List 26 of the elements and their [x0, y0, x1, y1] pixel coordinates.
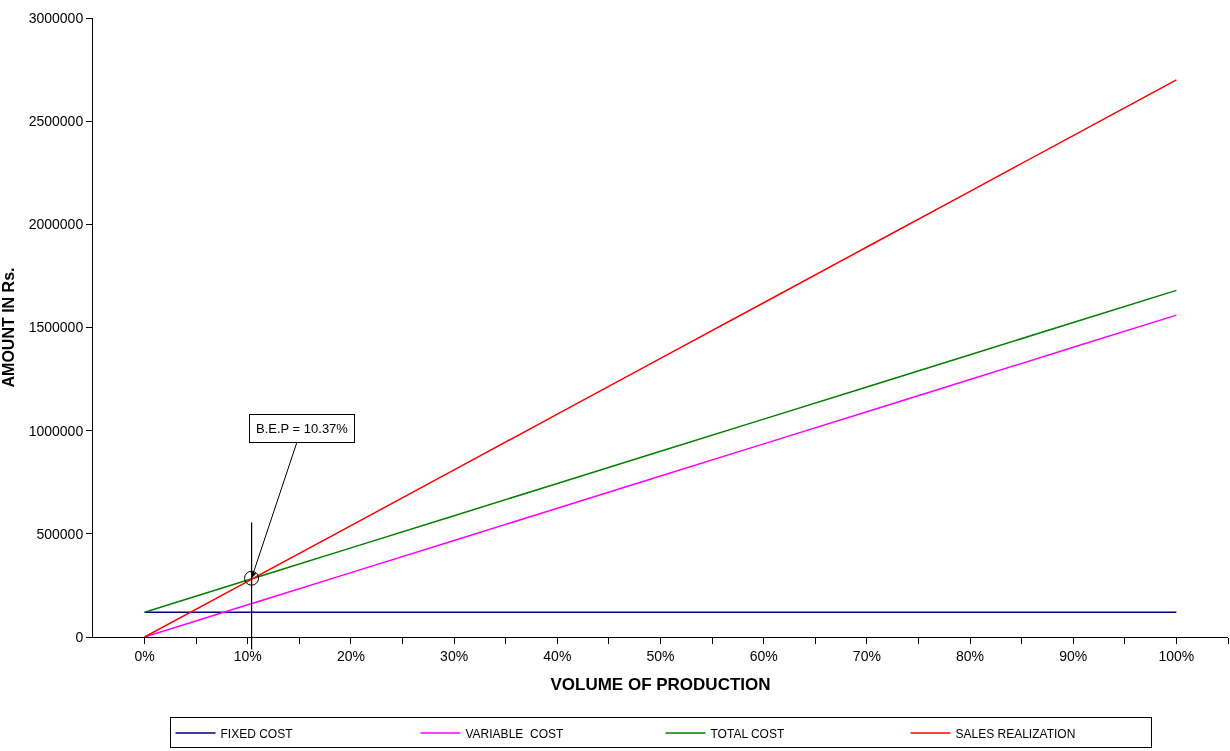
x-tick-label: 10% [233, 647, 262, 664]
annotation: B.E.P = 10.37% [256, 421, 349, 436]
y-tick-label: 2000000 [28, 216, 84, 233]
x-tick-label: 100% [1158, 647, 1195, 664]
x-axis-title: VOLUME OF PRODUCTION [550, 675, 771, 695]
y-tick-label: 1500000 [28, 319, 84, 336]
x-tick-label: 50% [646, 647, 675, 664]
x-tick-label: 20% [336, 647, 365, 664]
line-series [143, 79, 1178, 637]
x-tick-label: 60% [749, 647, 778, 664]
x-tick-label: 30% [440, 647, 469, 664]
legend-label: FIXED COST [220, 726, 294, 741]
legend-label: TOTAL COST [710, 726, 785, 741]
x-tick-label: 70% [852, 647, 881, 664]
x-tick-label: 0% [134, 647, 155, 664]
legend-label: SALES REALIZATION [955, 726, 1076, 741]
x-tick-label: 40% [543, 647, 572, 664]
y-tick-label: 500000 [36, 525, 84, 542]
y-tick-label: 0 [75, 628, 84, 645]
legend-label: VARIABLE COST [465, 726, 564, 741]
y-tick-label: 3000000 [28, 9, 84, 26]
y-tick-label: 2500000 [28, 113, 84, 130]
y-axis-title: AMOUNT IN Rs. [0, 267, 17, 388]
y-tick-label: 1000000 [28, 422, 84, 439]
x-tick-label: 80% [956, 647, 985, 664]
x-tick-label: 90% [1059, 647, 1088, 664]
